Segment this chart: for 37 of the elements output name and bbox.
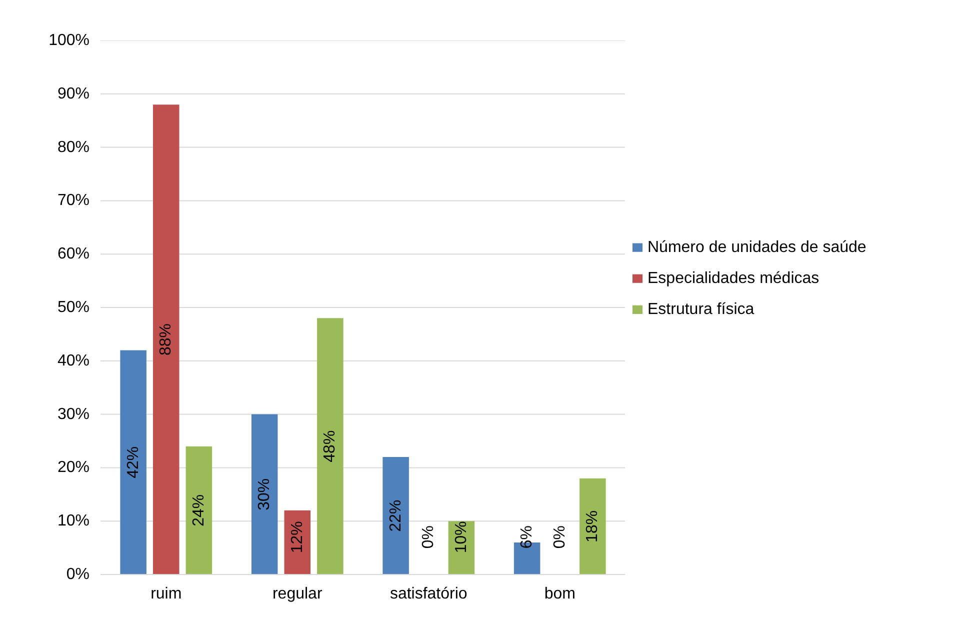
y-tick-label: 100% [48,32,90,49]
y-tick-label: 80% [57,138,90,156]
bar [120,350,146,574]
data-label: 24% [190,494,208,526]
x-tick-label: satisfatório [390,586,468,602]
data-label: 22% [387,500,404,532]
data-label: 0% [420,526,438,549]
data-label: 6% [518,526,536,549]
data-label: 0% [551,526,568,549]
y-tick-label: 40% [57,352,90,370]
data-label: 88% [158,324,175,356]
y-tick-label: 90% [57,85,90,102]
bar [580,478,606,574]
y-tick-label: 0% [66,566,90,583]
legend-label: Número de unidades de saúde [648,239,866,256]
y-tick-label: 30% [57,406,90,423]
x-tick-label: regular [272,586,323,602]
data-label: 42% [124,446,142,478]
data-label: 12% [288,521,306,554]
data-label: 10% [452,521,470,554]
legend-label: Estrutura física [648,301,754,318]
y-tick-label: 10% [57,512,90,530]
bar [317,318,344,574]
y-tick-label: 60% [57,246,90,263]
x-tick-label: bom [544,586,576,602]
y-tick-label: 50% [57,299,90,316]
bar [382,457,409,574]
y-tick-label: 20% [57,459,90,476]
x-tick-label: ruim [150,586,182,602]
y-tick-label: 70% [57,192,90,210]
data-label: 30% [256,478,274,510]
bar [186,446,212,574]
data-label: 48% [322,430,339,462]
bar [153,104,180,574]
data-label: 18% [584,510,602,542]
bar [251,414,278,574]
legend-label: Especialidades médicas [648,270,820,288]
